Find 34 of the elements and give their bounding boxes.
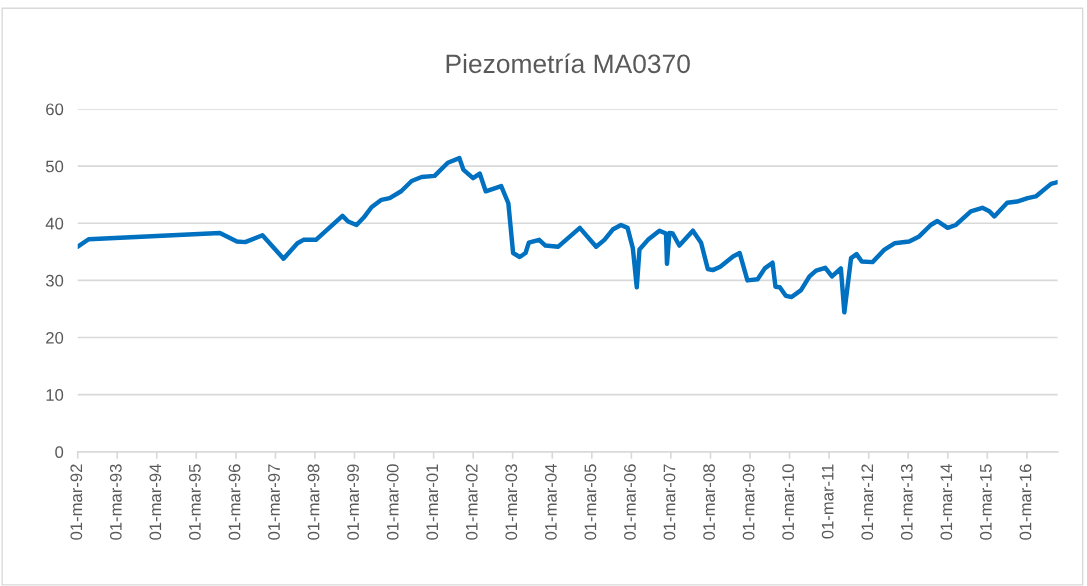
line-series [77, 155, 1058, 315]
x-tick-label: 01-mar-00 [386, 464, 399, 540]
y-tick-label: 40 [45, 217, 64, 230]
x-tick-label: 01-mar-09 [742, 464, 755, 540]
x-tick-label: 01-mar-02 [465, 464, 478, 540]
x-tick-label: 01-mar-16 [1019, 464, 1032, 540]
y-tick-label: 20 [46, 331, 64, 344]
chart-title: Piezometría MA0370 [446, 53, 690, 74]
x-tick-label: 01-mar-14 [940, 464, 953, 540]
x-tick-label: 01-mar-13 [900, 464, 913, 540]
x-tick-label: 01-mar-97 [268, 464, 280, 540]
y-tick-label: 50 [45, 160, 64, 173]
x-tick-label: 01-mar-99 [347, 464, 359, 540]
x-tick-label: 01-mar-93 [109, 464, 122, 540]
x-tick-label: 01-mar-15 [979, 464, 992, 540]
y-tick-label: 0 [55, 446, 64, 459]
x-tick-label: 01-mar-12 [861, 464, 874, 540]
x-tick-label: 01-mar-95 [188, 464, 201, 540]
x-tick-label: 01-mar-03 [505, 464, 518, 540]
x-tick-label: 01-mar-92 [70, 464, 83, 540]
x-tick-label: 01-mar-96 [228, 464, 241, 540]
x-tick-label: 01-mar-04 [544, 464, 557, 540]
x-tick-label: 01-mar-11 [821, 464, 834, 539]
x-tick-label: 01-mar-06 [624, 464, 636, 540]
x-tick-label: 01-mar-94 [149, 464, 162, 540]
y-tick-label: 10 [46, 389, 64, 401]
x-tick-label: 01-mar-10 [782, 464, 795, 540]
x-tick-label: 01-mar-07 [663, 464, 676, 540]
y-tick-label: 30 [45, 274, 64, 287]
x-tick-label: 01-mar-98 [307, 464, 320, 540]
y-tick-label: 60 [46, 103, 64, 116]
x-tick-label: 01-mar-05 [584, 464, 597, 540]
x-tick-label: 01-mar-01 [426, 464, 439, 540]
x-tick-label: 01-mar-08 [703, 464, 715, 540]
